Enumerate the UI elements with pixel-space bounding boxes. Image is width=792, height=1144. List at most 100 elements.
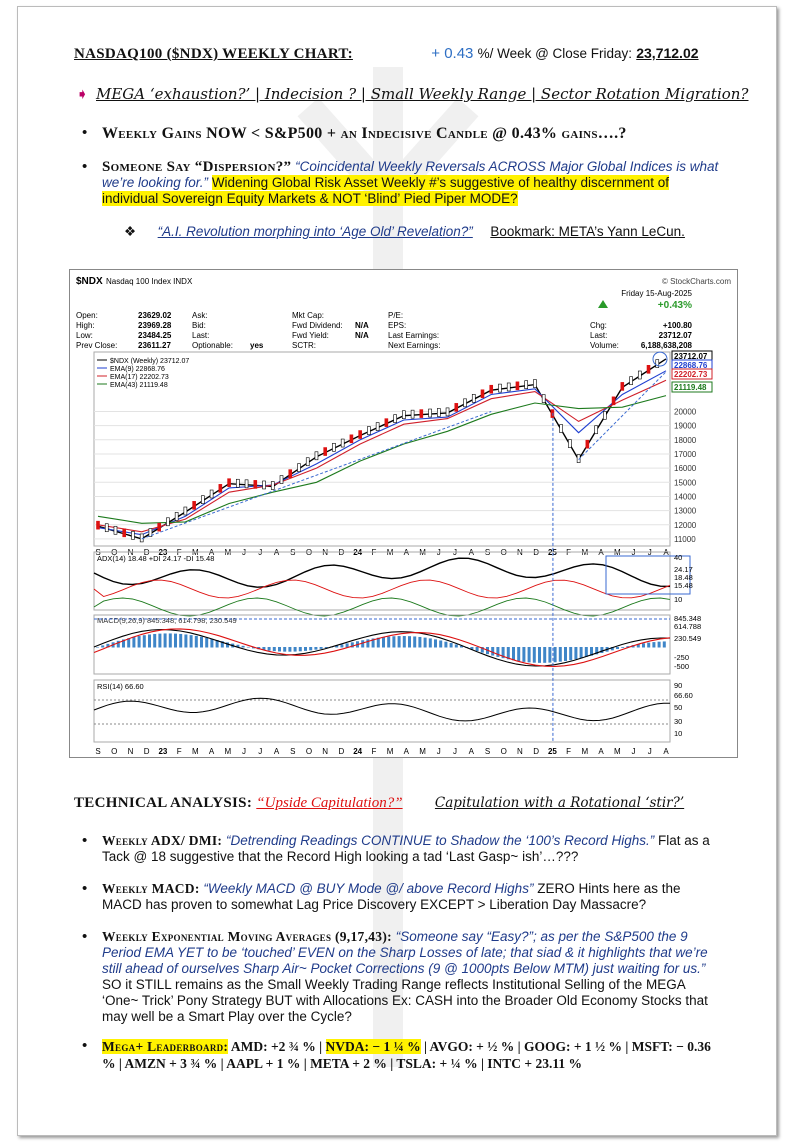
rsi-line bbox=[93, 697, 671, 722]
quote-label: Last Earnings: bbox=[388, 331, 439, 340]
item-leaderboard: Mega+ Leaderboard: AMD: +2 ¾ % | NVDA: −… bbox=[82, 1038, 722, 1072]
month-tick: J bbox=[648, 747, 652, 756]
ai-quote: “A.I. Revolution morphing into ‘Age Old’… bbox=[157, 224, 473, 239]
candle bbox=[603, 410, 607, 420]
macd-tick: -500 bbox=[674, 662, 689, 671]
price-tick: 12000 bbox=[674, 521, 697, 530]
candle bbox=[174, 512, 179, 521]
quote-label: Open: bbox=[76, 311, 98, 320]
month-tick: 24 bbox=[353, 747, 362, 756]
item-adx: Weekly ADX/ DMI: “Detrending Readings CO… bbox=[82, 833, 722, 865]
macd-histogram-bar bbox=[553, 647, 557, 663]
macd-histogram-bar bbox=[512, 647, 515, 661]
rsi-tick: 30 bbox=[674, 717, 682, 726]
rsi-tick: 90 bbox=[674, 681, 682, 690]
macd-histogram-bar bbox=[215, 640, 219, 648]
macd-histogram-bar bbox=[304, 647, 307, 651]
quote-label: Last: bbox=[192, 331, 209, 340]
quote-label: Prev Close: bbox=[76, 341, 117, 350]
ta-quote: “Upside Capitulation?” bbox=[256, 795, 403, 811]
macd-histogram-bar bbox=[579, 647, 583, 659]
macd-histogram-bar bbox=[522, 647, 526, 662]
month-tick: J bbox=[453, 747, 457, 756]
candle bbox=[506, 382, 511, 392]
macd-histogram-bar bbox=[647, 642, 651, 648]
month-tick: D bbox=[339, 747, 345, 756]
macd-histogram-bar bbox=[558, 647, 562, 662]
candle bbox=[611, 396, 616, 406]
macd-histogram-bar bbox=[96, 647, 99, 648]
macd-histogram-bar bbox=[584, 647, 588, 657]
price-tick: 13000 bbox=[674, 507, 697, 516]
quote-value: 23484.25 bbox=[138, 331, 172, 340]
series-line-2 bbox=[97, 379, 667, 533]
quote-value: 23969.28 bbox=[138, 321, 172, 330]
price-tag-box bbox=[671, 368, 713, 380]
candle bbox=[96, 520, 100, 530]
macd-histogram-bar bbox=[345, 643, 349, 648]
macd-histogram-bar bbox=[366, 639, 370, 648]
month-tick: A bbox=[469, 747, 475, 756]
macd-histogram-bar bbox=[642, 643, 645, 648]
adx-line-2 bbox=[93, 597, 671, 617]
bullet-mega-text: MEGA ‘exhaustion?’ | Indecision ? | Smal… bbox=[96, 85, 749, 103]
macd-histogram-bar bbox=[127, 638, 131, 648]
price-tick: 22202.73 bbox=[674, 370, 708, 379]
stock-chart: $NDX Nasdaq 100 Index INDX © StockCharts.c… bbox=[69, 269, 738, 758]
macd-quote: “Weekly MACD @ BUY Mode @/ above Record … bbox=[203, 881, 534, 896]
quote-label: Ask: bbox=[192, 311, 208, 320]
candle bbox=[550, 409, 555, 418]
candle bbox=[148, 528, 153, 537]
macd-histogram-bar bbox=[184, 634, 188, 648]
macd-histogram-bar bbox=[283, 647, 287, 652]
quote-label: Chg: bbox=[590, 321, 607, 330]
month-tick: J bbox=[437, 747, 441, 756]
quote-label: Volume: bbox=[590, 341, 619, 350]
ta-aside: Capitulation with a Rotational ‘stir?’ bbox=[434, 795, 685, 811]
rsi-tick: 50 bbox=[674, 703, 682, 712]
bullet-mega-exhaustion: ➧ MEGA ‘exhaustion?’ | Indecision ? | Sm… bbox=[76, 85, 749, 103]
macd-histogram-bar bbox=[548, 647, 552, 663]
macd-histogram-bar bbox=[335, 645, 339, 648]
candle bbox=[515, 381, 520, 391]
macd-histogram-bar bbox=[574, 647, 578, 660]
macd-histogram-bar bbox=[595, 647, 599, 655]
price-tick: 15000 bbox=[674, 478, 697, 487]
candle bbox=[375, 422, 380, 431]
header-title: NASDAQ100 ($NDX) WEEKLY CHART: bbox=[74, 46, 353, 62]
month-tick: S bbox=[485, 747, 490, 756]
macd-histogram-bar bbox=[293, 647, 297, 652]
quote-label: Next Earnings: bbox=[388, 341, 440, 350]
header-change: + 0.43 bbox=[431, 45, 474, 62]
quote-value: N/A bbox=[355, 331, 369, 340]
candle bbox=[489, 384, 494, 394]
quote-value: 23611.27 bbox=[138, 341, 171, 350]
macd-line-1 bbox=[93, 628, 671, 667]
price-tick: 18000 bbox=[674, 436, 697, 445]
macd-text: ZERO Hints here as the MACD has proven t… bbox=[102, 881, 681, 912]
price-tick: 17000 bbox=[674, 450, 697, 459]
macd-histogram-bar bbox=[449, 643, 453, 648]
legend-entry: EMA(9) 22868.76 bbox=[110, 366, 165, 373]
month-tick: A bbox=[404, 747, 410, 756]
month-tick: A bbox=[663, 747, 669, 756]
macd-histogram-bar bbox=[413, 636, 417, 648]
macd-histogram-bar bbox=[527, 647, 531, 663]
document-page: NASDAQ100 ($NDX) WEEKLY CHART: + 0.43 %/… bbox=[17, 6, 777, 1136]
quote-value: 23712.07 bbox=[659, 331, 693, 340]
macd-histogram-bar bbox=[538, 647, 541, 663]
macd-histogram-bar bbox=[189, 635, 193, 648]
candle bbox=[139, 533, 144, 543]
month-tick: F bbox=[566, 747, 571, 756]
candle bbox=[297, 463, 301, 472]
adx-quote: “Detrending Readings CONTINUE to Shadow … bbox=[226, 833, 655, 848]
macd-histogram-bar bbox=[340, 644, 344, 648]
month-tick: J bbox=[242, 747, 246, 756]
macd-histogram-bar bbox=[387, 636, 391, 648]
quote-value: 23629.02 bbox=[138, 311, 172, 320]
candle bbox=[629, 376, 633, 386]
dispersion-quote: “Coincidental Weekly Reversals ACROSS Ma… bbox=[102, 159, 719, 190]
candle bbox=[218, 484, 223, 493]
candle bbox=[323, 447, 327, 456]
month-tick: M bbox=[614, 747, 621, 756]
